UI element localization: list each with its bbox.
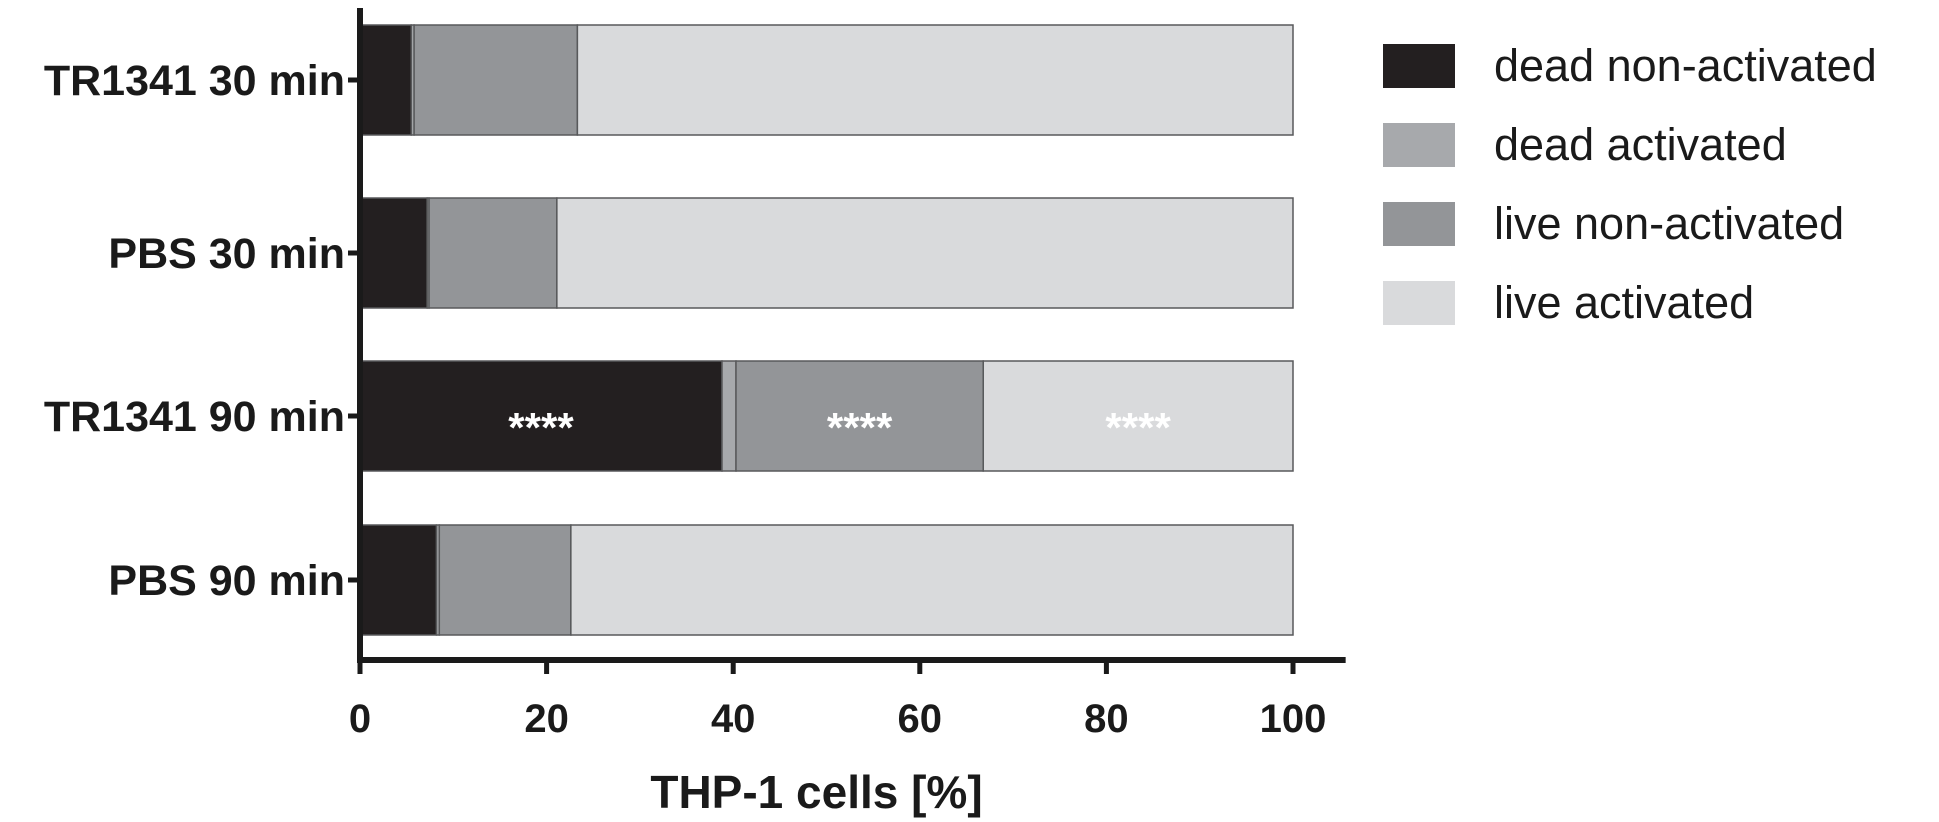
annotation-dead-non-activated: ****	[508, 404, 574, 451]
bars-group	[359, 24, 1294, 636]
x-axis: 0 20 40 60 80 100	[349, 657, 1346, 741]
bar-pbs-30-min-live-activated	[556, 197, 1294, 309]
x-tick-label-20: 20	[524, 697, 569, 741]
bar-tr1341-90-min-dead-non-activated	[359, 360, 723, 472]
bar-tr1341-30-min-live-non-activated	[413, 24, 579, 136]
bar-tr1341-90-min-dead-activated	[721, 360, 737, 472]
legend-label-live-non-activated: live non-activated	[1494, 198, 1844, 249]
legend: dead non-activated dead activated live non…	[1383, 40, 1877, 328]
bar-pbs-90-min-live-activated	[570, 524, 1294, 636]
legend-label-dead-non-activated: dead non-activated	[1494, 40, 1877, 91]
legend-label-dead-activated: dead activated	[1494, 119, 1787, 170]
bar-pbs-30-min-dead-non-activated	[359, 197, 428, 309]
annotations-group: **** **** ****	[508, 404, 1171, 451]
bar-pbs-90-min-dead-non-activated	[359, 524, 438, 636]
x-axis-title: THP-1 cells [%]	[650, 766, 982, 818]
category-label-tr1341-90-min: TR1341 90 min	[44, 393, 345, 441]
bar-pbs-30-min-live-non-activated	[428, 197, 558, 309]
legend-swatch-live-non-activated	[1383, 202, 1455, 246]
category-label-tr1341-30-min: TR1341 30 min	[44, 57, 345, 105]
annotation-live-non-activated: ****	[827, 404, 893, 451]
legend-swatch-dead-non-activated	[1383, 44, 1455, 88]
x-tick-label-100: 100	[1260, 697, 1327, 741]
bar-tr1341-30-min-dead-non-activated	[359, 24, 413, 136]
x-tick-label-80: 80	[1084, 697, 1129, 741]
legend-swatch-dead-activated	[1383, 123, 1455, 167]
annotation-live-activated: ****	[1105, 404, 1171, 451]
category-label-pbs-30-min: PBS 30 min	[108, 230, 345, 278]
x-tick-label-60: 60	[898, 697, 943, 741]
x-tick-label-0: 0	[349, 697, 371, 741]
bar-tr1341-90-min-live-activated	[982, 360, 1294, 472]
legend-label-live-activated: live activated	[1494, 277, 1754, 328]
x-tick-label-40: 40	[711, 697, 756, 741]
category-label-pbs-90-min: PBS 90 min	[108, 557, 345, 605]
bar-tr1341-30-min-live-activated	[576, 24, 1294, 136]
y-axis: TR1341 30 min PBS 30 min TR1341 90 min PBS …	[44, 8, 363, 660]
legend-swatch-live-activated	[1383, 281, 1455, 325]
bar-pbs-90-min-live-non-activated	[438, 524, 572, 636]
